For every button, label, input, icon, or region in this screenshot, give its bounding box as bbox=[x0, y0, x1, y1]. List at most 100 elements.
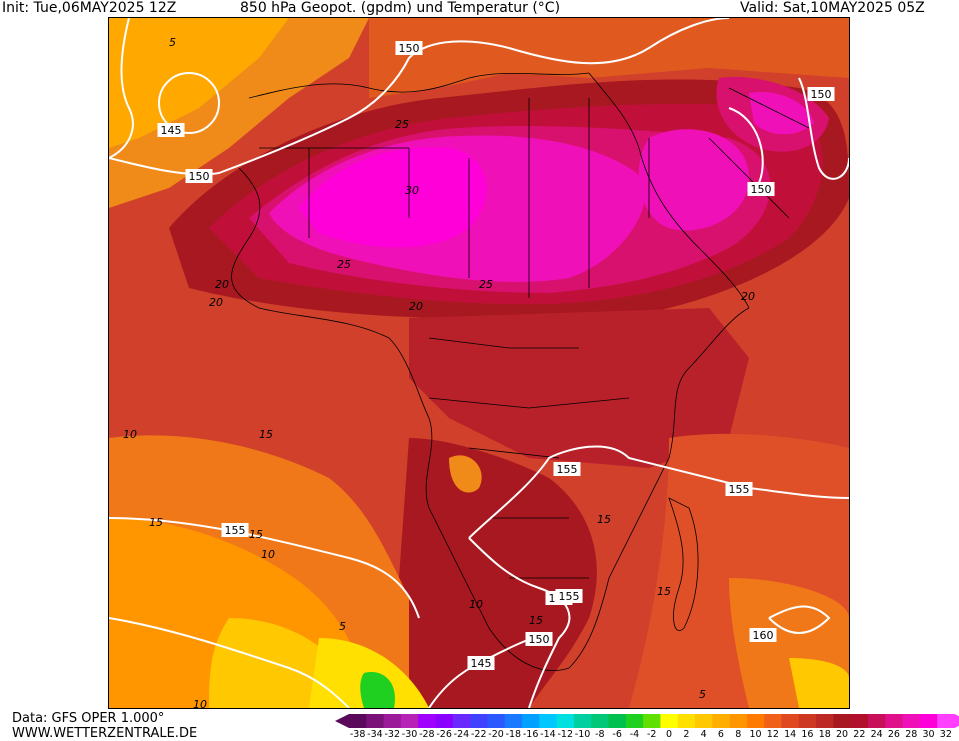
scale-tick-label: 30 bbox=[922, 729, 935, 740]
scale-tick-label: -2 bbox=[647, 729, 657, 740]
scale-tick-label: -28 bbox=[419, 729, 435, 740]
temperature-label: 20 bbox=[209, 296, 223, 309]
geopotential-label: 150 bbox=[395, 41, 423, 55]
scale-swatch bbox=[366, 714, 385, 728]
geopotential-label: 145 bbox=[157, 123, 185, 137]
scale-swatch bbox=[729, 714, 748, 728]
scale-tick-label: 26 bbox=[887, 729, 900, 740]
svg-text:150: 150 bbox=[399, 42, 420, 55]
scale-swatch bbox=[764, 714, 782, 728]
scale-swatch bbox=[470, 714, 488, 728]
scale-tick-label: -6 bbox=[612, 729, 622, 740]
svg-text:150: 150 bbox=[189, 170, 210, 183]
scale-swatch bbox=[781, 714, 800, 728]
svg-text:150: 150 bbox=[811, 88, 832, 101]
geopotential-label: 150 bbox=[185, 169, 213, 183]
scale-tick-label: -8 bbox=[595, 729, 605, 740]
geopotential-label: 155 bbox=[221, 523, 249, 537]
scale-swatch bbox=[660, 714, 679, 728]
scale-tick-label: -16 bbox=[522, 729, 539, 740]
scale-tick-label: 22 bbox=[853, 729, 866, 740]
scale-swatch bbox=[418, 714, 436, 728]
scale-tick-label: 0 bbox=[666, 729, 673, 740]
svg-text:150: 150 bbox=[751, 183, 772, 196]
temperature-label: 25 bbox=[479, 278, 493, 291]
scale-right-arrow bbox=[954, 714, 959, 728]
scale-swatch bbox=[712, 714, 731, 728]
temperature-label: 20 bbox=[741, 290, 755, 303]
scale-tick-label: 14 bbox=[784, 729, 797, 740]
data-source: Data: GFS OPER 1.000° bbox=[12, 711, 165, 726]
scale-tick-label: -32 bbox=[384, 729, 401, 740]
scale-swatch bbox=[591, 714, 609, 728]
temperature-label: 10 bbox=[469, 598, 483, 611]
scale-swatch bbox=[504, 714, 523, 728]
scale-tick-label: -12 bbox=[557, 729, 574, 740]
scale-swatch bbox=[608, 714, 627, 728]
scale-swatch bbox=[522, 714, 540, 728]
temperature-label: 15 bbox=[259, 428, 273, 441]
temperature-label: 20 bbox=[215, 278, 229, 291]
temperature-label: 5 bbox=[339, 620, 346, 633]
scale-tick-label: -24 bbox=[453, 729, 470, 740]
init-time: Init: Tue,06MAY2025 12Z bbox=[2, 0, 177, 16]
scale-swatch bbox=[850, 714, 869, 728]
temperature-label: 5 bbox=[699, 688, 706, 701]
scale-tick-label: 16 bbox=[801, 729, 814, 740]
scale-swatch bbox=[868, 714, 886, 728]
scale-swatch bbox=[625, 714, 644, 728]
scale-tick-label: 12 bbox=[766, 729, 779, 740]
geopotential-label: 150 bbox=[747, 182, 775, 196]
temperature-label: 25 bbox=[395, 118, 409, 131]
scale-swatch bbox=[746, 714, 765, 728]
svg-text:145: 145 bbox=[161, 124, 182, 137]
scale-tick-label: -30 bbox=[401, 729, 418, 740]
scale-swatch bbox=[556, 714, 575, 728]
scale-tick-label: -18 bbox=[505, 729, 522, 740]
scale-swatch bbox=[816, 714, 834, 728]
scale-swatch bbox=[833, 714, 852, 728]
color-scale-bar bbox=[335, 714, 959, 728]
scale-tick-label: -4 bbox=[629, 729, 640, 740]
chart-title: 850 hPa Geopot. (gpdm) und Temperatur (°… bbox=[240, 0, 561, 16]
temperature-label: 10 bbox=[261, 548, 275, 561]
weather-map: 145150150150150155155155155150145155160 … bbox=[108, 17, 850, 709]
geopotential-label: 155 bbox=[725, 482, 753, 496]
scale-tick-label: -20 bbox=[488, 729, 504, 740]
geopotential-label: 160 bbox=[749, 628, 777, 642]
scale-swatch bbox=[643, 714, 661, 728]
website-link[interactable]: WWW.WETTERZENTRALE.DE bbox=[12, 726, 198, 741]
temperature-label: 20 bbox=[409, 300, 423, 313]
scale-swatch bbox=[435, 714, 454, 728]
scale-tick-label: 4 bbox=[700, 729, 707, 740]
temperature-label: 10 bbox=[193, 698, 207, 708]
scale-swatch bbox=[885, 714, 904, 728]
scale-tick-label: 28 bbox=[905, 729, 918, 740]
scale-swatch bbox=[937, 714, 955, 728]
svg-text:155: 155 bbox=[225, 524, 246, 537]
geopotential-label: 150 bbox=[525, 632, 553, 646]
scale-tick-label: -14 bbox=[540, 729, 556, 740]
scale-swatch bbox=[677, 714, 696, 728]
scale-swatch bbox=[452, 714, 471, 728]
scale-tick-label: 2 bbox=[683, 729, 690, 740]
temperature-label: 25 bbox=[337, 258, 351, 271]
svg-text:155: 155 bbox=[729, 483, 750, 496]
scale-swatch bbox=[349, 714, 367, 728]
scale-swatch bbox=[695, 714, 713, 728]
temperature-label: 10 bbox=[123, 428, 137, 441]
temperature-label: 5 bbox=[169, 36, 176, 49]
scale-swatch bbox=[487, 714, 506, 728]
scale-tick-label: 18 bbox=[818, 729, 831, 740]
geopotential-label: 150 bbox=[807, 87, 835, 101]
temperature-label: 15 bbox=[657, 585, 671, 598]
scale-tick-label: -22 bbox=[470, 729, 487, 740]
geopotential-label: 145 bbox=[467, 656, 495, 670]
scale-swatch bbox=[539, 714, 558, 728]
scale-tick-label: 24 bbox=[870, 729, 883, 740]
temperature-label: 15 bbox=[149, 516, 163, 529]
svg-text:145: 145 bbox=[471, 657, 492, 670]
scale-swatch bbox=[919, 714, 938, 728]
scale-swatch bbox=[798, 714, 817, 728]
geopotential-label: 155 bbox=[555, 589, 583, 603]
